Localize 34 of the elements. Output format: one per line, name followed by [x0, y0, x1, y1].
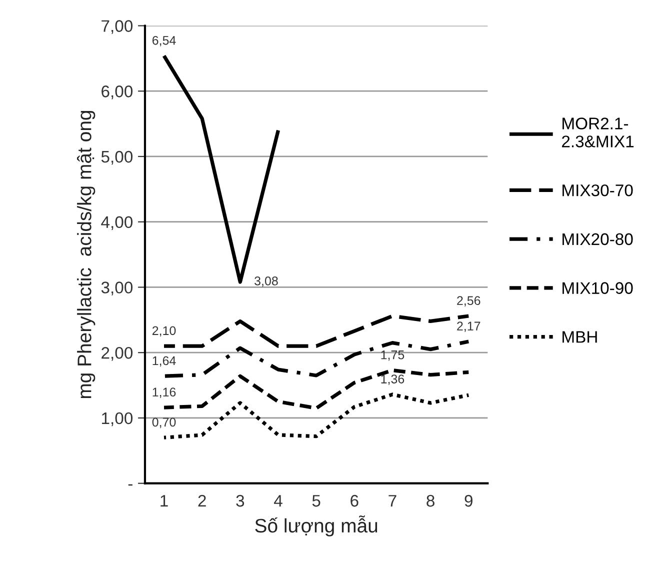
- x-tick-label: 8: [426, 494, 434, 507]
- annotation: 2,56: [457, 296, 480, 306]
- annotation: 0,70: [152, 418, 176, 428]
- x-tick-label: 2: [198, 494, 206, 507]
- y-axis-title: mg Pheryllactic acids/kg mật ong: [76, 110, 96, 398]
- y-tick-label: 2,00: [102, 347, 133, 361]
- x-tick-label: 4: [274, 495, 282, 507]
- y-tick-label: -: [128, 484, 132, 486]
- y-tick-label: 5,00: [101, 150, 133, 165]
- annotation: 1,64: [152, 356, 176, 367]
- x-tick-label: 9: [464, 494, 472, 507]
- x-axis-title: Số lượng mẫu: [255, 516, 378, 536]
- y-tick-label: 3,00: [101, 282, 133, 296]
- x-tick-label: 7: [388, 495, 396, 507]
- annotation: 6,54: [152, 36, 176, 46]
- annotation: 1,16: [152, 388, 176, 398]
- legend-label: MBH: [562, 331, 597, 343]
- x-tick-label: 5: [312, 495, 320, 507]
- y-tick-label: 7,00: [102, 20, 133, 34]
- y-tick-label: 6,00: [102, 86, 133, 100]
- legend-label: MIX20-80: [562, 233, 633, 246]
- x-tick-label: 1: [160, 495, 168, 507]
- y-tick-label: 4,00: [101, 216, 133, 230]
- annotation: 1,36: [381, 374, 404, 385]
- annotation: 1,75: [381, 350, 404, 361]
- annotation: 3,08: [254, 276, 278, 287]
- annotation: 2,17: [457, 322, 480, 332]
- annotation: 2,10: [152, 326, 176, 337]
- x-tick-label: 6: [350, 494, 358, 507]
- legend-label: MOR2.1-2.3&MIX1: [562, 118, 634, 148]
- legend-label: MIX30-70: [562, 184, 633, 196]
- x-tick-label: 3: [236, 494, 244, 507]
- legend-label: MIX10-90: [562, 282, 633, 294]
- y-tick-label: 1,00: [102, 412, 133, 426]
